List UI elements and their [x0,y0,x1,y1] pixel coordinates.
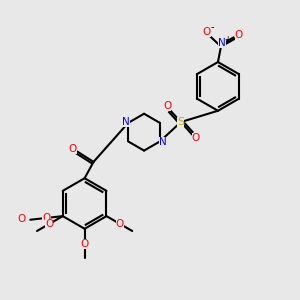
Text: O: O [42,213,51,223]
Text: N: N [158,137,166,147]
Text: O: O [18,214,26,224]
Text: N: N [218,38,226,48]
Text: O: O [235,30,243,40]
Text: O: O [45,219,53,229]
Text: O: O [202,27,211,37]
Text: -: - [210,22,214,32]
Text: S: S [177,117,184,127]
Text: +: + [224,34,231,43]
Text: O: O [69,143,77,154]
Text: N: N [122,117,130,128]
Text: O: O [163,101,171,111]
Text: O: O [192,133,200,143]
Text: O: O [80,239,89,249]
Text: O: O [116,219,124,229]
